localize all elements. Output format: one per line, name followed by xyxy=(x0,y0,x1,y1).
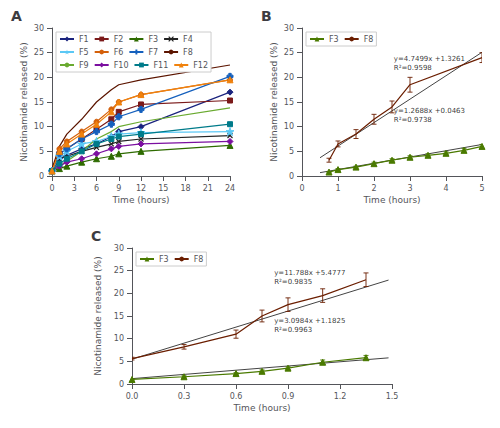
svg-text:F7: F7 xyxy=(148,48,158,57)
svg-text:Nicotinamide released (%): Nicotinamide released (%) xyxy=(269,42,279,161)
svg-text:F9: F9 xyxy=(79,61,89,70)
svg-text:10: 10 xyxy=(34,122,44,131)
svg-text:F3: F3 xyxy=(148,35,158,44)
svg-text:25: 25 xyxy=(114,266,124,275)
svg-text:20: 20 xyxy=(114,289,124,298)
svg-text:F3: F3 xyxy=(159,255,169,264)
svg-text:R²=0.9738: R²=0.9738 xyxy=(394,116,432,124)
svg-text:3: 3 xyxy=(407,184,412,193)
svg-text:15: 15 xyxy=(158,184,168,193)
svg-text:F3: F3 xyxy=(329,35,339,44)
svg-text:5: 5 xyxy=(289,147,294,156)
svg-text:0: 0 xyxy=(39,172,44,181)
svg-text:24: 24 xyxy=(225,184,235,193)
svg-text:R²=0.9598: R²=0.9598 xyxy=(394,64,432,72)
svg-text:25: 25 xyxy=(284,48,294,57)
svg-text:4: 4 xyxy=(443,184,448,193)
svg-text:20: 20 xyxy=(284,73,294,82)
svg-text:15: 15 xyxy=(284,98,294,107)
svg-text:0: 0 xyxy=(49,184,54,193)
svg-text:5: 5 xyxy=(39,147,44,156)
svg-text:1.2: 1.2 xyxy=(334,392,347,401)
svg-text:0.0: 0.0 xyxy=(126,392,139,401)
svg-text:0.6: 0.6 xyxy=(230,392,243,401)
svg-text:5: 5 xyxy=(479,184,484,193)
svg-text:15: 15 xyxy=(34,98,44,107)
svg-text:B: B xyxy=(261,8,272,24)
svg-text:25: 25 xyxy=(34,48,44,57)
svg-text:30: 30 xyxy=(284,24,294,33)
svg-text:F5: F5 xyxy=(79,48,89,57)
svg-text:F12: F12 xyxy=(193,61,208,70)
svg-text:30: 30 xyxy=(114,244,124,253)
svg-text:A: A xyxy=(11,8,22,24)
svg-text:10: 10 xyxy=(284,122,294,131)
svg-text:y=1.2688x +0.0463: y=1.2688x +0.0463 xyxy=(394,107,465,115)
svg-text:F4: F4 xyxy=(183,35,193,44)
svg-text:10: 10 xyxy=(114,334,124,343)
svg-text:2: 2 xyxy=(371,184,376,193)
svg-text:20: 20 xyxy=(34,73,44,82)
svg-text:3: 3 xyxy=(72,184,77,193)
svg-text:0.9: 0.9 xyxy=(282,392,295,401)
svg-text:21: 21 xyxy=(203,184,213,193)
svg-text:F11: F11 xyxy=(153,61,168,70)
svg-text:F1: F1 xyxy=(79,35,89,44)
svg-text:F2: F2 xyxy=(114,35,124,44)
svg-text:F8: F8 xyxy=(364,35,374,44)
svg-text:Time (hours): Time (hours) xyxy=(362,195,420,205)
svg-text:y=4.7499x +1.3261: y=4.7499x +1.3261 xyxy=(394,55,465,63)
svg-text:0: 0 xyxy=(119,380,124,389)
svg-text:Nicotinamide released (%): Nicotinamide released (%) xyxy=(19,42,29,161)
svg-text:0: 0 xyxy=(299,184,304,193)
svg-text:Time (hours): Time (hours) xyxy=(232,403,290,413)
svg-text:R²=0.9835: R²=0.9835 xyxy=(274,278,312,286)
svg-text:0.3: 0.3 xyxy=(178,392,191,401)
svg-text:F8: F8 xyxy=(194,255,204,264)
svg-text:y=11.788x +5.4777: y=11.788x +5.4777 xyxy=(274,269,345,277)
svg-text:C: C xyxy=(91,228,101,244)
svg-text:F10: F10 xyxy=(114,61,129,70)
svg-text:6: 6 xyxy=(94,184,99,193)
svg-text:30: 30 xyxy=(34,24,44,33)
svg-text:F8: F8 xyxy=(183,48,193,57)
svg-text:18: 18 xyxy=(180,184,190,193)
svg-text:1.5: 1.5 xyxy=(386,392,399,401)
svg-text:0: 0 xyxy=(289,172,294,181)
svg-text:15: 15 xyxy=(114,312,124,321)
svg-text:12: 12 xyxy=(136,184,146,193)
svg-text:y=3.0984x +1.1825: y=3.0984x +1.1825 xyxy=(274,317,345,325)
svg-text:5: 5 xyxy=(119,357,124,366)
svg-text:Time (hours): Time (hours) xyxy=(111,195,169,205)
svg-text:1: 1 xyxy=(335,184,340,193)
svg-text:Nicotinamide released (%): Nicotinamide released (%) xyxy=(93,256,103,375)
svg-text:F6: F6 xyxy=(114,48,124,57)
svg-text:R²=0.9963: R²=0.9963 xyxy=(274,326,312,334)
svg-text:9: 9 xyxy=(116,184,121,193)
